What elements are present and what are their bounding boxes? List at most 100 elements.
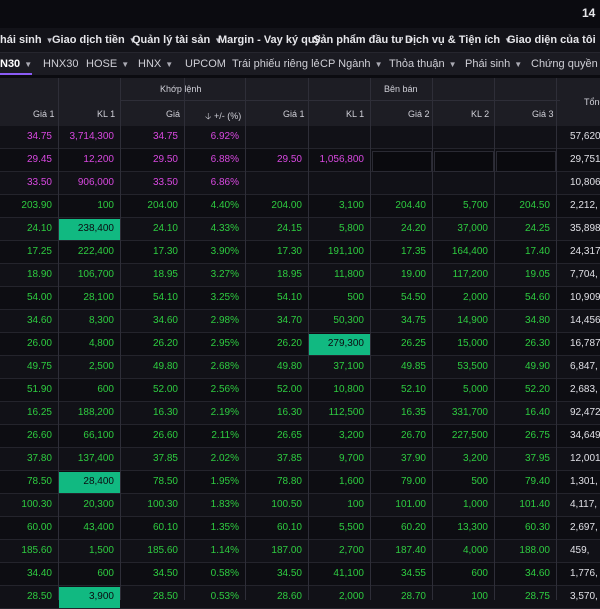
cell-sell-kl2[interactable]: 3,200 (462, 453, 488, 464)
cell-sell-gia3[interactable]: 79.40 (524, 476, 550, 487)
cell-sell-gia2[interactable]: 28.70 (400, 591, 426, 602)
cell-pct[interactable]: 4.40% (210, 200, 239, 211)
cell-sell-gia3[interactable] (494, 172, 550, 194)
cell-tong[interactable]: 92,472, (570, 407, 600, 418)
cell-buy-gia1[interactable]: 51.90 (26, 384, 52, 395)
tab-market[interactable]: CP Ngành ▼ (320, 53, 382, 75)
header-tong[interactable]: Tổng (584, 97, 600, 107)
cell-sell-gia1[interactable]: 26.20 (276, 338, 302, 349)
cell-sell-gia1[interactable] (245, 126, 302, 148)
cell-tong[interactable]: 1,301, (570, 476, 598, 487)
cell-tong[interactable]: 2,697, (570, 522, 598, 533)
cell-sell-gia1[interactable]: 34.70 (276, 315, 302, 326)
cell-pct[interactable]: 2.68% (210, 361, 239, 372)
cell-pct[interactable]: 0.58% (210, 568, 239, 579)
cell-sell-gia2[interactable]: 52.10 (400, 384, 426, 395)
cell-gia[interactable]: 78.50 (152, 476, 178, 487)
cell-sell-kl2[interactable]: 14,900 (457, 315, 488, 326)
tab-market[interactable]: Trái phiếu riêng lẻ (232, 53, 320, 75)
cell-buy-kl1[interactable]: 222,400 (77, 246, 114, 257)
cell-sell-kl2[interactable]: 15,000 (457, 338, 488, 349)
header-buy-gia1[interactable]: Giá 1 (33, 109, 55, 119)
cell-tong[interactable]: 16,787, (570, 338, 600, 349)
cell-sell-kl1[interactable]: 191,100 (327, 246, 364, 257)
cell-sell-gia1[interactable]: 54.10 (276, 292, 302, 303)
tab-market[interactable]: Phái sinh ▼ (465, 53, 522, 75)
table-row[interactable]: 49.75 2,500 49.80 2.68% 49.80 37,100 49.85 53,5… (0, 356, 600, 379)
table-row[interactable]: 33.50 906,000 33.50 6.86% 10,806, (0, 172, 600, 195)
menu-item[interactable]: hái sinh ▼ (0, 28, 53, 52)
cell-gia[interactable]: 28.50 (152, 591, 178, 602)
header-sell-kl1[interactable]: KL 1 (346, 109, 365, 119)
cell-pct[interactable]: 0.53% (210, 591, 239, 602)
cell-gia[interactable]: 34.60 (152, 315, 178, 326)
header-sell-kl2[interactable]: KL 2 (471, 109, 490, 119)
header-sell-gia3[interactable]: Giá 3 (532, 109, 554, 119)
cell-tong[interactable]: 34,649, (570, 430, 600, 441)
cell-tong[interactable]: 459, (570, 545, 590, 556)
cell-sell-kl1[interactable]: 2,700 (338, 545, 364, 556)
cell-tong[interactable]: 57,620, (570, 131, 600, 142)
cell-sell-gia3[interactable]: 28.75 (524, 591, 550, 602)
cell-sell-gia1[interactable]: 28.60 (276, 591, 302, 602)
cell-tong[interactable]: 3,570, (570, 591, 598, 602)
cell-sell-kl1[interactable]: 112,500 (328, 407, 364, 418)
cell-sell-kl2[interactable]: 13,300 (457, 522, 488, 533)
cell-sell-kl2[interactable]: 53,500 (457, 361, 488, 372)
cell-buy-gia1[interactable]: 16.25 (26, 407, 52, 418)
cell-sell-gia3[interactable]: 188.00 (519, 545, 550, 556)
cell-pct[interactable]: 6.92% (210, 131, 239, 142)
cell-buy-gia1[interactable]: 26.00 (26, 338, 52, 349)
cell-sell-gia2[interactable] (370, 149, 426, 171)
cell-pct[interactable]: 1.83% (210, 499, 239, 510)
menu-item[interactable]: Dịch vụ & Tiện ích ▼ (405, 28, 512, 52)
cell-sell-gia3[interactable]: 19.05 (524, 269, 550, 280)
cell-sell-gia3[interactable]: 37.95 (524, 453, 550, 464)
cell-buy-gia1[interactable]: 34.75 (26, 131, 52, 142)
cell-sell-kl1[interactable]: 5,800 (338, 223, 364, 234)
table-row[interactable]: 100.30 20,300 100.30 1.83% 100.50 100 101.00 1,… (0, 494, 600, 517)
cell-buy-kl1[interactable]: 238,400 (77, 223, 114, 234)
cell-sell-gia3[interactable]: 26.30 (524, 338, 550, 349)
cell-sell-gia3[interactable]: 17.40 (524, 246, 550, 257)
cell-pct[interactable]: 3.90% (210, 246, 239, 257)
cell-pct[interactable]: 1.35% (210, 522, 239, 533)
cell-sell-gia2[interactable]: 26.70 (400, 430, 426, 441)
cell-sell-kl1[interactable]: 1,600 (338, 476, 364, 487)
cell-sell-gia3[interactable]: 52.20 (524, 384, 550, 395)
cell-buy-kl1[interactable]: 12,200 (83, 154, 114, 165)
cell-buy-kl1[interactable]: 137,400 (77, 453, 114, 464)
cell-tong[interactable]: 10,806, (570, 177, 600, 188)
table-row[interactable]: 29.45 12,200 29.50 6.88% 29.50 1,056,800 29,75… (0, 149, 600, 172)
cell-gia[interactable]: 37.85 (152, 453, 178, 464)
tab-market[interactable]: HNX30 (43, 53, 78, 75)
cell-sell-kl1[interactable]: 10,800 (333, 384, 364, 395)
cell-sell-kl2[interactable]: 100 (471, 591, 488, 602)
cell-sell-gia2[interactable]: 17.35 (400, 246, 426, 257)
cell-pct[interactable]: 6.88% (210, 154, 239, 165)
cell-sell-kl2[interactable]: 600 (471, 568, 488, 579)
menu-item[interactable]: Margin - Vay ký quỹ (218, 28, 321, 52)
table-row[interactable]: 26.00 4,800 26.20 2.95% 26.20 279,300 26.25 15,… (0, 333, 600, 356)
cell-buy-kl1[interactable]: 188,200 (77, 407, 114, 418)
cell-pct[interactable]: 2.98% (210, 315, 239, 326)
cell-buy-kl1[interactable]: 3,900 (88, 591, 114, 602)
cell-sell-gia2[interactable]: 26.25 (400, 338, 426, 349)
cell-sell-gia1[interactable]: 204.00 (271, 200, 302, 211)
cell-gia[interactable]: 29.50 (152, 154, 178, 165)
cell-buy-gia1[interactable]: 34.40 (26, 568, 52, 579)
cell-pct[interactable]: 6.86% (210, 177, 239, 188)
cell-sell-kl2[interactable]: 500 (471, 476, 488, 487)
cell-gia[interactable]: 185.60 (147, 545, 178, 556)
cell-sell-gia2[interactable] (370, 126, 426, 148)
cell-buy-gia1[interactable]: 78.50 (26, 476, 52, 487)
cell-buy-kl1[interactable]: 66,100 (83, 430, 114, 441)
tab-market[interactable]: HOSE ▼ (86, 53, 129, 75)
cell-sell-kl2[interactable] (432, 126, 488, 148)
cell-sell-gia3[interactable]: 24.25 (524, 223, 550, 234)
menu-item[interactable]: Giao dịch tiền ▼ (52, 28, 137, 52)
table-row[interactable]: 34.40 600 34.50 0.58% 34.50 41,100 34.55 600 34.… (0, 563, 600, 586)
tab-market[interactable]: Chứng quyền▼ (531, 53, 600, 75)
cell-tong[interactable]: 10,909, (570, 292, 600, 303)
table-row[interactable]: 37.80 137,400 37.85 2.02% 37.85 9,700 37.90 3,2… (0, 448, 600, 471)
